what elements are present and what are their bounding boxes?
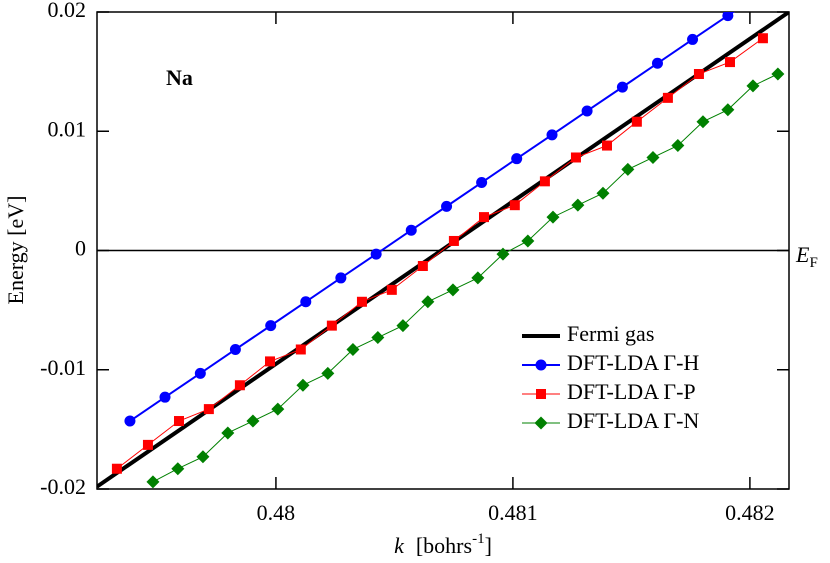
legend-label: DFT-LDA Γ-P — [567, 379, 696, 404]
marker — [265, 320, 277, 332]
marker — [335, 272, 347, 284]
marker — [771, 67, 785, 81]
marker — [570, 152, 581, 163]
marker — [601, 140, 612, 151]
marker — [146, 475, 160, 489]
marker — [386, 284, 397, 295]
marker — [271, 402, 285, 416]
marker — [546, 210, 560, 224]
marker — [621, 162, 635, 176]
marker — [511, 153, 523, 165]
marker — [300, 296, 312, 308]
marker — [295, 344, 306, 355]
ef-label: EF — [795, 242, 818, 271]
marker — [124, 415, 136, 427]
marker — [196, 450, 210, 464]
x-label-sup: -1 — [472, 531, 485, 547]
marker — [662, 92, 673, 103]
y-tick-label: 0 — [75, 236, 86, 261]
legend-label: DFT-LDA Γ-H — [567, 350, 699, 375]
marker — [396, 319, 410, 333]
marker — [173, 416, 184, 427]
x-label-close: ] — [485, 533, 492, 558]
marker — [496, 247, 510, 261]
x-axis-label: k [bohrs-1] — [394, 531, 492, 558]
x-tick-label: 0.482 — [725, 500, 775, 525]
marker — [171, 462, 185, 476]
marker — [471, 271, 485, 285]
marker — [724, 57, 735, 68]
plot-area — [97, 12, 789, 489]
marker — [671, 139, 685, 153]
marker — [142, 439, 153, 450]
marker — [203, 404, 214, 415]
marker — [371, 331, 385, 345]
marker — [321, 366, 335, 380]
y-axis-label: Energy [eV] — [3, 196, 28, 305]
marker — [646, 150, 660, 164]
legend-marker — [536, 389, 546, 399]
marker — [417, 261, 428, 272]
marker — [722, 12, 734, 22]
marker — [696, 115, 710, 129]
marker — [631, 116, 642, 127]
series-line — [116, 37, 764, 470]
marker — [546, 129, 558, 141]
marker — [234, 380, 245, 391]
legend-marker — [535, 359, 547, 371]
marker — [296, 378, 310, 392]
x-label-text: [bohrs — [416, 533, 472, 558]
annotation: Na — [166, 65, 193, 90]
legend-marker — [534, 416, 548, 430]
marker — [571, 198, 585, 212]
marker — [581, 105, 593, 117]
y-tick-label: -0.02 — [40, 474, 86, 499]
marker — [746, 79, 760, 93]
legend-label: DFT-LDA Γ-N — [567, 408, 699, 433]
marker — [194, 367, 206, 379]
y-tick-label: -0.01 — [40, 355, 86, 380]
y-tick-label: 0.01 — [48, 116, 87, 141]
marker — [370, 248, 382, 260]
ef-main: E — [795, 242, 810, 267]
marker — [721, 103, 735, 117]
marker — [446, 283, 460, 297]
x-label-symbol: k — [394, 533, 405, 558]
ef-sub: F — [809, 255, 817, 271]
marker — [596, 186, 610, 200]
marker — [265, 356, 275, 367]
y-tick-label: 0.02 — [48, 0, 87, 22]
marker — [229, 343, 241, 355]
marker — [448, 235, 459, 246]
marker — [693, 69, 704, 80]
marker — [405, 224, 417, 236]
marker — [651, 57, 663, 69]
marker — [159, 391, 171, 403]
marker — [356, 296, 367, 307]
marker — [521, 234, 535, 248]
marker — [441, 200, 453, 212]
x-tick-label: 0.48 — [257, 500, 296, 525]
marker — [478, 212, 489, 223]
marker — [616, 81, 628, 93]
marker — [246, 414, 260, 428]
marker — [421, 295, 435, 309]
marker — [509, 200, 520, 211]
marker — [111, 463, 122, 474]
x-tick-label: 0.481 — [488, 500, 538, 525]
marker — [757, 33, 768, 44]
marker — [346, 342, 360, 356]
marker — [326, 320, 337, 331]
legend-label: Fermi gas — [567, 321, 654, 346]
marker — [221, 426, 235, 440]
marker — [539, 176, 550, 187]
marker — [687, 33, 699, 45]
marker — [476, 177, 488, 189]
